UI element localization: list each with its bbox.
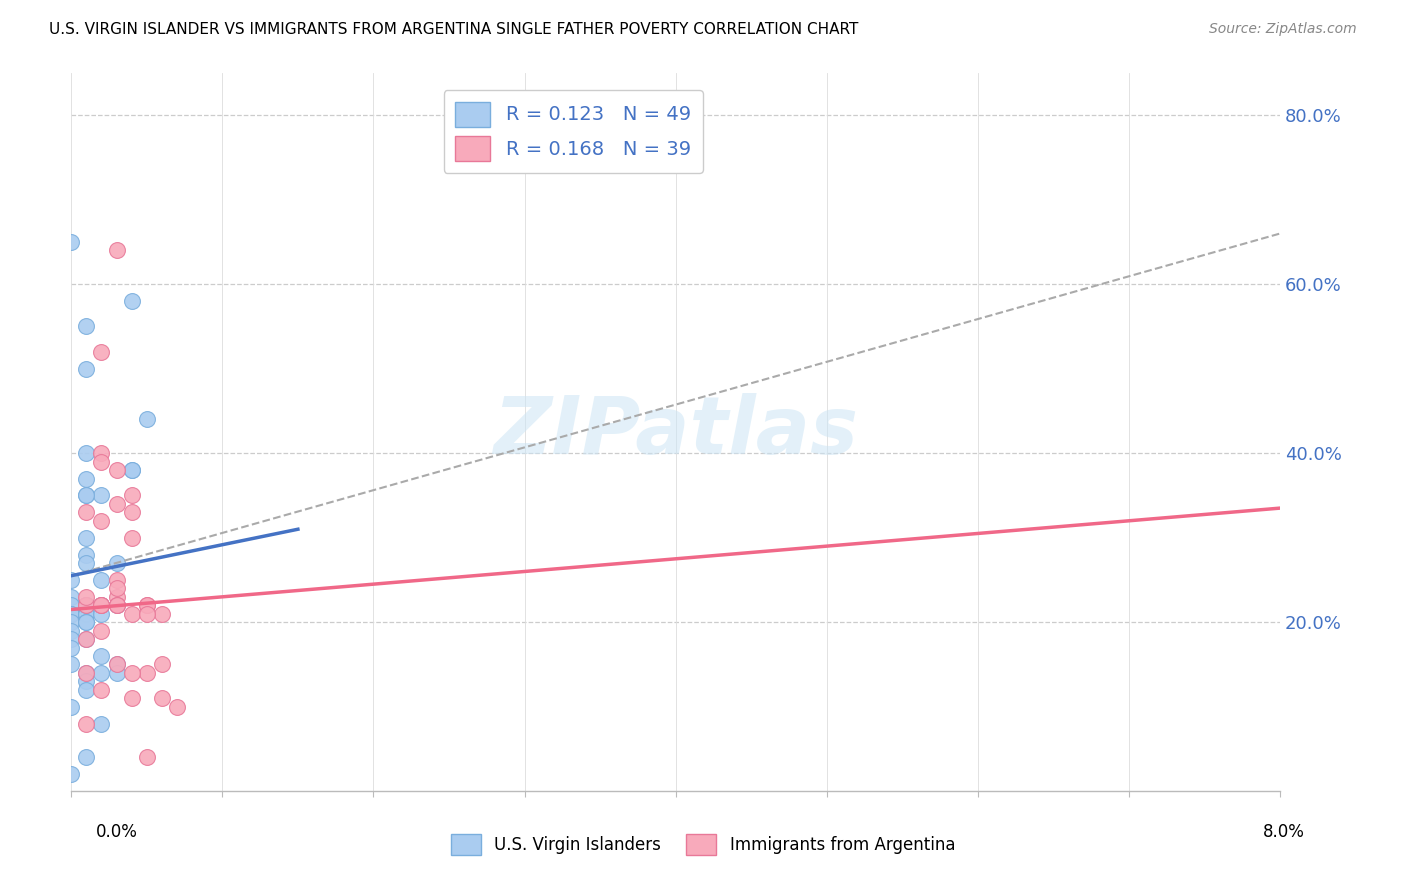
Point xyxy=(75,615,97,630)
Point xyxy=(75,674,97,689)
Point xyxy=(90,716,112,731)
Point xyxy=(75,531,97,545)
Point xyxy=(75,682,97,697)
Point xyxy=(75,548,97,562)
Point xyxy=(75,750,97,764)
Text: Source: ZipAtlas.com: Source: ZipAtlas.com xyxy=(1209,22,1357,37)
Point xyxy=(75,632,97,646)
Point xyxy=(75,319,97,334)
Point xyxy=(90,488,112,502)
Point xyxy=(105,665,128,680)
Point xyxy=(75,599,97,613)
Point xyxy=(75,607,97,621)
Point xyxy=(121,505,143,519)
Point xyxy=(105,657,128,672)
Point xyxy=(60,599,83,613)
Point xyxy=(121,665,143,680)
Point xyxy=(135,665,157,680)
Point xyxy=(90,599,112,613)
Point xyxy=(60,624,83,638)
Point xyxy=(135,412,157,426)
Legend: R = 0.123   N = 49, R = 0.168   N = 39: R = 0.123 N = 49, R = 0.168 N = 39 xyxy=(444,90,703,173)
Point xyxy=(75,665,97,680)
Point xyxy=(90,599,112,613)
Point xyxy=(60,573,83,587)
Point xyxy=(90,599,112,613)
Point xyxy=(75,615,97,630)
Point xyxy=(75,505,97,519)
Text: ZIPatlas: ZIPatlas xyxy=(494,393,858,471)
Point xyxy=(75,556,97,570)
Point xyxy=(90,344,112,359)
Point xyxy=(60,767,83,781)
Point xyxy=(60,640,83,655)
Point xyxy=(75,471,97,485)
Text: 0.0%: 0.0% xyxy=(96,823,138,841)
Point xyxy=(121,607,143,621)
Point xyxy=(90,665,112,680)
Point xyxy=(75,599,97,613)
Point xyxy=(166,699,188,714)
Point xyxy=(121,463,143,477)
Text: U.S. VIRGIN ISLANDER VS IMMIGRANTS FROM ARGENTINA SINGLE FATHER POVERTY CORRELAT: U.S. VIRGIN ISLANDER VS IMMIGRANTS FROM … xyxy=(49,22,859,37)
Point xyxy=(90,514,112,528)
Point xyxy=(105,573,128,587)
Point xyxy=(135,750,157,764)
Point xyxy=(150,607,173,621)
Text: 8.0%: 8.0% xyxy=(1263,823,1305,841)
Point xyxy=(75,599,97,613)
Point xyxy=(90,573,112,587)
Point xyxy=(90,648,112,663)
Point xyxy=(121,531,143,545)
Point xyxy=(60,607,83,621)
Point xyxy=(105,244,128,258)
Point xyxy=(105,556,128,570)
Point xyxy=(60,657,83,672)
Point xyxy=(75,361,97,376)
Point xyxy=(60,590,83,604)
Point xyxy=(90,624,112,638)
Point xyxy=(75,446,97,460)
Point xyxy=(90,455,112,469)
Point xyxy=(135,599,157,613)
Point xyxy=(75,716,97,731)
Legend: U.S. Virgin Islanders, Immigrants from Argentina: U.S. Virgin Islanders, Immigrants from A… xyxy=(444,828,962,862)
Point xyxy=(60,632,83,646)
Point xyxy=(121,488,143,502)
Point xyxy=(150,657,173,672)
Point xyxy=(75,488,97,502)
Point xyxy=(105,599,128,613)
Point xyxy=(90,682,112,697)
Point xyxy=(75,590,97,604)
Point xyxy=(90,446,112,460)
Point xyxy=(75,607,97,621)
Point xyxy=(105,599,128,613)
Point xyxy=(135,607,157,621)
Point xyxy=(121,691,143,706)
Point xyxy=(135,599,157,613)
Point xyxy=(105,590,128,604)
Point xyxy=(60,607,83,621)
Point xyxy=(105,497,128,511)
Point xyxy=(60,699,83,714)
Point xyxy=(60,235,83,249)
Point xyxy=(105,582,128,596)
Point xyxy=(105,599,128,613)
Point xyxy=(105,463,128,477)
Point xyxy=(121,463,143,477)
Point xyxy=(75,632,97,646)
Point xyxy=(90,607,112,621)
Point xyxy=(60,615,83,630)
Point xyxy=(90,599,112,613)
Point xyxy=(121,294,143,309)
Point xyxy=(105,657,128,672)
Point xyxy=(150,691,173,706)
Point xyxy=(75,599,97,613)
Point xyxy=(75,665,97,680)
Point xyxy=(75,488,97,502)
